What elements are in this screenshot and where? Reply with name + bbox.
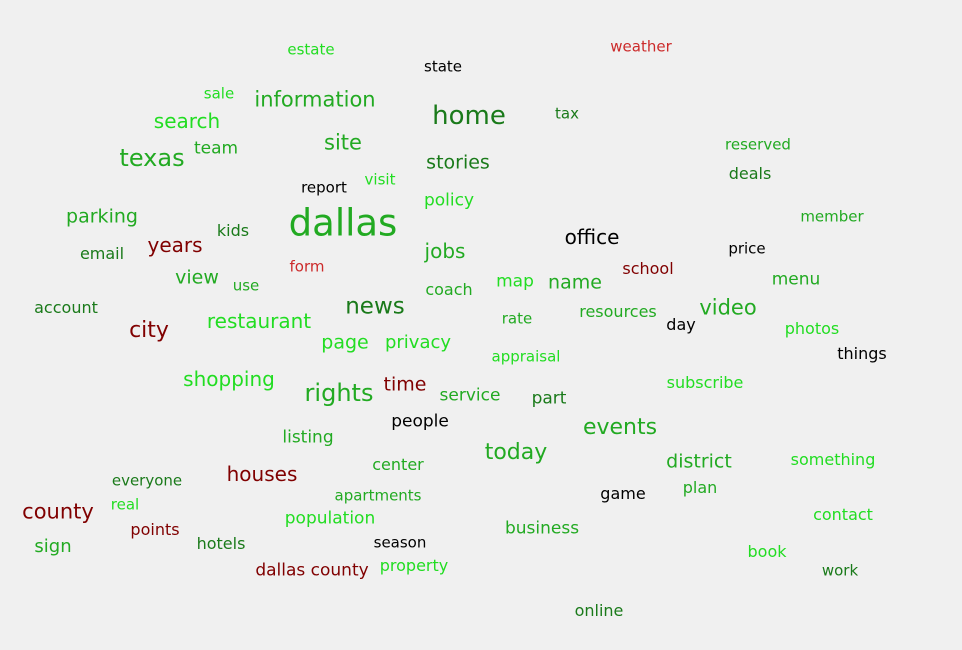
word-today: today [484, 440, 548, 465]
word-people: people [391, 411, 449, 432]
word-page: page [321, 331, 369, 354]
word-photos: photos [784, 319, 840, 338]
word-policy: policy [423, 190, 475, 211]
word-office: office [564, 225, 620, 249]
word-season: season [373, 533, 427, 552]
word-parking: parking [66, 205, 138, 228]
word-tax: tax [555, 104, 579, 123]
word-everyone: everyone [111, 471, 183, 490]
word-weather: weather [610, 37, 672, 56]
word-houses: houses [226, 462, 298, 486]
word-reserved: reserved [725, 135, 791, 154]
word-appraisal: appraisal [491, 347, 561, 366]
word-property: property [379, 556, 449, 575]
word-business: business [504, 518, 580, 539]
word-events: events [582, 415, 658, 440]
word-jobs: jobs [424, 239, 466, 263]
word-site: site [324, 130, 362, 155]
word-book: book [747, 542, 787, 561]
word-map: map [496, 271, 534, 292]
word-county: county [22, 499, 94, 524]
word-city: city [129, 318, 169, 343]
word-rights: rights [304, 379, 374, 407]
word-video: video [699, 295, 757, 320]
word-online: online [574, 601, 624, 620]
word-work: work [821, 561, 859, 580]
word-information: information [254, 87, 376, 112]
word-part: part [531, 388, 567, 409]
word-visit: visit [364, 170, 396, 189]
word-estate: estate [287, 40, 335, 59]
word-plan: plan [682, 478, 718, 497]
word-something: something [790, 450, 876, 469]
word-coach: coach [425, 280, 473, 299]
word-member: member [800, 207, 864, 226]
word-search: search [153, 109, 221, 133]
word-listing: listing [282, 427, 334, 448]
word-menu: menu [771, 269, 821, 290]
word-dallas: dallas [288, 201, 398, 245]
word-news: news [345, 293, 405, 320]
word-shopping: shopping [183, 367, 275, 391]
word-years: years [147, 233, 203, 257]
word-time: time [383, 373, 427, 396]
word-view: view [175, 266, 219, 289]
word-use: use [232, 276, 260, 295]
word-restaurant: restaurant [206, 309, 312, 333]
word-district: district [666, 450, 732, 473]
word-team: team [193, 138, 239, 159]
word-account: account [34, 298, 98, 317]
word-sign: sign [34, 536, 72, 557]
word-school: school [622, 259, 674, 278]
word-center: center [372, 455, 424, 474]
word-dallas-county: dallas county [255, 560, 369, 581]
word-privacy: privacy [384, 332, 452, 353]
word-service: service [439, 385, 501, 406]
word-subscribe: subscribe [666, 373, 744, 392]
word-rate: rate [501, 309, 533, 328]
word-points: points [130, 520, 180, 539]
word-deals: deals [728, 164, 772, 183]
word-resources: resources [579, 302, 657, 321]
word-texas: texas [119, 144, 185, 172]
word-day: day [666, 315, 696, 334]
word-name: name [548, 271, 602, 294]
word-email: email [79, 244, 125, 263]
word-population: population [284, 508, 376, 529]
word-form: form [289, 257, 325, 276]
word-kids: kids [216, 221, 250, 240]
word-hotels: hotels [196, 534, 246, 553]
word-stories: stories [426, 151, 490, 174]
word-home: home [432, 101, 506, 131]
word-contact: contact [813, 505, 873, 524]
word-sale: sale [203, 84, 235, 103]
word-price: price [728, 239, 766, 258]
word-things: things [837, 344, 887, 363]
word-game: game [600, 484, 646, 503]
word-state: state [424, 57, 462, 76]
word-report: report [301, 178, 347, 197]
word-apartments: apartments [334, 486, 422, 505]
word-real: real [110, 495, 140, 514]
